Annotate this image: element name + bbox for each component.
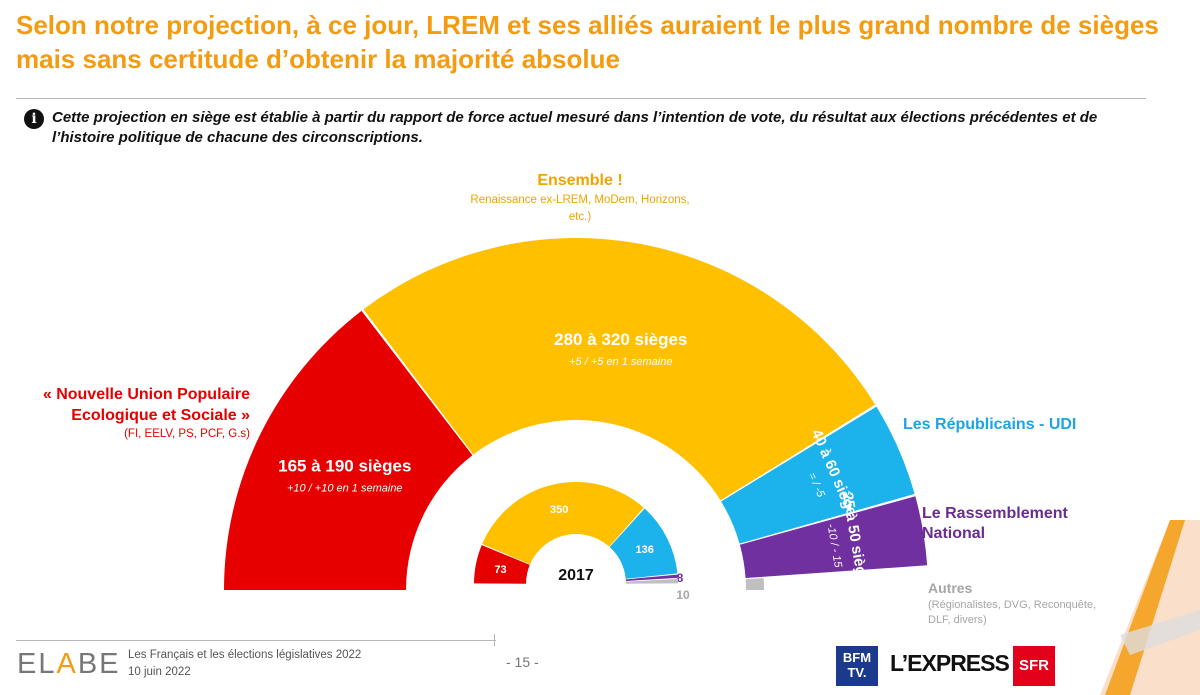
legend-lr-title: Les Républicains - UDI — [903, 416, 1077, 433]
page-title: Selon notre projection, à ce jour, LREM … — [16, 10, 1159, 74]
legend-ensemble-sub: Renaissance ex-LREM, MoDem, Horizons, et… — [470, 194, 690, 223]
footer-divider-tick — [494, 634, 495, 646]
legend-rn-title: Le Rassemblement National — [922, 505, 1068, 542]
seat-arc-2017-fn — [625, 574, 678, 581]
value-label-2017-autres: 10 — [676, 588, 690, 602]
seat-arc-le-rassemblement-national — [739, 496, 928, 579]
seat-arc-autres — [745, 578, 764, 590]
seat-change-label: +10 / +10 en 1 semaine — [287, 483, 403, 495]
seat-arc-2017-autres — [625, 579, 678, 584]
legend-autres-sub: (Régionalistes, DVG, Reconquête, DLF, di… — [928, 599, 1097, 626]
legend-autres-title: Autres — [928, 580, 973, 596]
seat-range-label: 10 à 15 sièges — [843, 574, 908, 585]
projection-note: Cette projection en siège est établie à … — [52, 109, 1098, 146]
info-icon: i — [24, 109, 44, 129]
seat-arc-nouvelle-union-populaire-ecologique-et-sociale — [224, 310, 473, 590]
source-date: 10 juin 2022 — [128, 666, 191, 678]
year-2017-label: 2017 — [558, 567, 594, 584]
seat-arc-2017-lrem-modem — [482, 482, 644, 565]
page-number: - 15 - — [506, 654, 539, 670]
source-title: Les Français et les élections législativ… — [128, 649, 362, 661]
seat-label-group-ensemble: 280 à 320 sièges +5 / +5 en 1 semaine — [554, 330, 687, 368]
bfmtv-logo: BFM TV. — [836, 646, 878, 686]
value-label-2017-gauche: 73 — [494, 564, 506, 576]
seat-range-label: 165 à 190 sièges — [278, 457, 411, 476]
seat-arc-les-republicains-udi — [721, 406, 915, 544]
lexpress-logo: L’EXPRESS — [890, 650, 1010, 676]
seat-change-label: +5 / +5 en 1 semaine — [569, 356, 672, 368]
value-label-2017-lrem-modem: 350 — [550, 504, 568, 516]
seat-arc-2017-lr-udi — [609, 508, 678, 579]
value-label-2017-fn: 8 — [677, 571, 684, 585]
value-label-2017-lr-udi: 136 — [636, 544, 654, 556]
footer-divider — [16, 640, 496, 641]
legend-nupes-sub: (FI, EELV, PS, PCF, G.s) — [124, 428, 250, 440]
sfr-logo: SFR — [1013, 646, 1055, 686]
legend-nupes-title: « Nouvelle Union Populaire Ecologique et… — [42, 386, 250, 424]
brand-triangle-decoration — [1100, 520, 1200, 695]
seat-label-group-nouvelle-union-populaire-ecologique-et-sociale: 165 à 190 sièges +10 / +10 en 1 semaine — [278, 457, 411, 495]
seat-arc-2017-gauche — [474, 545, 530, 584]
elabe-logo: ELABE — [17, 648, 121, 680]
seat-range-label: 280 à 320 sièges — [554, 330, 687, 349]
title-divider — [16, 98, 1146, 99]
seat-arc-ensemble — [363, 237, 876, 501]
legend-ensemble-title: Ensemble ! — [537, 172, 623, 189]
